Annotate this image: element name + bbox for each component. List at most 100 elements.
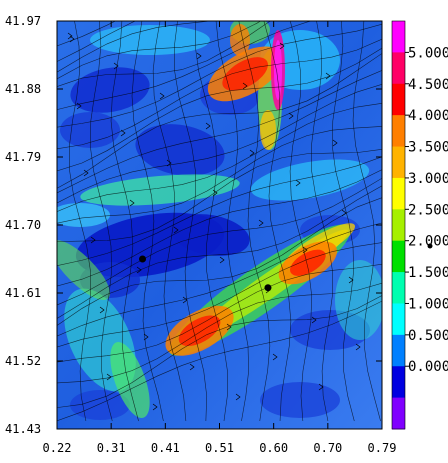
field-patch [70,67,150,113]
field-patch [70,390,130,420]
streamline-37 [311,21,333,422]
flow-arrow-27 [318,383,324,391]
flow-arrow-7 [143,333,149,341]
streamlines [57,21,382,422]
flow-arrow-13 [166,159,172,167]
x-axis: 0.22 0.31 0.41 0.51 0.60 0.70 0.79 [43,21,397,455]
streamline-38 [331,21,355,422]
colorbar-swatch-11 [392,366,405,399]
colorbar-label-3: 3.500 [408,140,448,156]
flow-arrow-38 [311,316,317,324]
flow-arrow-33 [341,209,347,217]
y-tick-label-6: 41.43 [5,422,41,436]
streamline-31 [174,21,208,422]
flow-arrow-4 [279,42,285,50]
flow-arrow-17 [83,169,89,177]
colorbar-swatch-10 [392,334,405,367]
streamline-6 [57,23,382,130]
colorbar-swatch-7 [392,240,405,273]
flow-arrow-23 [106,373,112,381]
colorbar: 5.000 4.500 4.000 3.500 3.000 2.500 2.000 1.500… [391,20,448,430]
flow-arrow-8 [196,52,202,60]
hotspot-core-1 [222,57,268,91]
flow-arrow-0 [67,32,73,40]
streamline-15 [57,156,382,266]
station-marker-1 [264,284,272,292]
colorbar-swatch-8 [392,272,405,304]
x-tick-label-6: 0.79 [368,441,397,455]
flow-arrow-16 [325,72,331,80]
flow-arrow-15 [272,353,278,361]
streamline-27 [89,21,113,422]
station-markers [139,255,272,292]
hotspot-top-left [230,24,250,56]
streamline-29 [131,21,164,422]
field-patch [80,174,240,206]
flow-arrow-14 [219,256,225,264]
flow-arrow-5 [332,139,338,147]
x-tick-label-5: 0.70 [313,441,342,455]
flow-arrow-22 [348,276,354,284]
streamline-12 [57,103,382,220]
hotspot-streak-core [274,40,282,100]
colorbar-swatch-0 [392,21,405,53]
field-patch [170,214,250,256]
colorbar-label-7: 1.500 [408,265,448,281]
streamline-23 [57,282,382,385]
flow-arrow-2 [173,226,179,234]
flow-arrow-6 [90,236,96,244]
colorbar-swatch-9 [392,303,405,336]
flow-arrow-3 [226,323,232,331]
streamline-10 [57,70,382,194]
flow-arrow-21 [295,179,301,187]
streamline-4 [57,21,271,100]
streamline-30 [152,21,187,422]
streamline-26 [69,21,91,422]
y-tick-label-5: 41.52 [5,354,41,368]
colorbar-label-5: 2.500 [408,202,448,218]
field-patch [57,203,110,227]
field-patch [57,240,110,300]
flow-arrow-19 [189,363,195,371]
streamline-5 [57,21,313,115]
streamline-3 [57,21,262,85]
flow-arrow-34 [99,306,105,314]
colorbar-swatch-3 [392,115,405,148]
flow-arrow-32 [288,112,294,120]
streamline-21 [57,242,382,355]
x-tick-label-1: 0.31 [97,441,126,455]
streamline-34 [238,21,271,422]
y-tick-label-3: 41.70 [5,218,41,232]
flow-arrow-36 [205,122,211,130]
streamline-1 [57,21,137,62]
field-patch [335,260,382,340]
colorbar-label-8: 1.000 [408,296,448,312]
streamline-24 [57,295,382,408]
streamline-11 [57,84,382,205]
station-marker-0 [139,255,147,263]
colorbar-label-1: 4.500 [408,77,448,93]
flow-arrow-28 [76,102,82,110]
streamline-9 [57,53,382,189]
colorbar-swatch-2 [392,83,405,116]
colorbar-label-2: 4.000 [408,108,448,124]
streamline-36 [289,21,313,422]
colorbar-swatch-5 [392,177,405,210]
streamline-20 [57,222,382,340]
flow-arrow-20 [242,82,248,90]
colorbar-swatch-1 [392,52,405,85]
streamline-25 [57,300,382,422]
y-tick-label-2: 41.79 [5,150,41,164]
x-tick-label-3: 0.51 [205,441,234,455]
field-patch [250,159,370,201]
plot-area [57,21,382,429]
y-tick-label-1: 41.88 [5,82,41,96]
colorbar-swatch-12 [392,397,405,430]
streamline-22 [57,263,382,370]
flow-arrow-25 [212,189,218,197]
flow-arrow-12 [113,62,119,70]
x-tick-label-0: 0.22 [43,441,72,455]
y-tick-label-4: 41.61 [5,286,41,300]
flow-arrow-39 [69,35,75,43]
